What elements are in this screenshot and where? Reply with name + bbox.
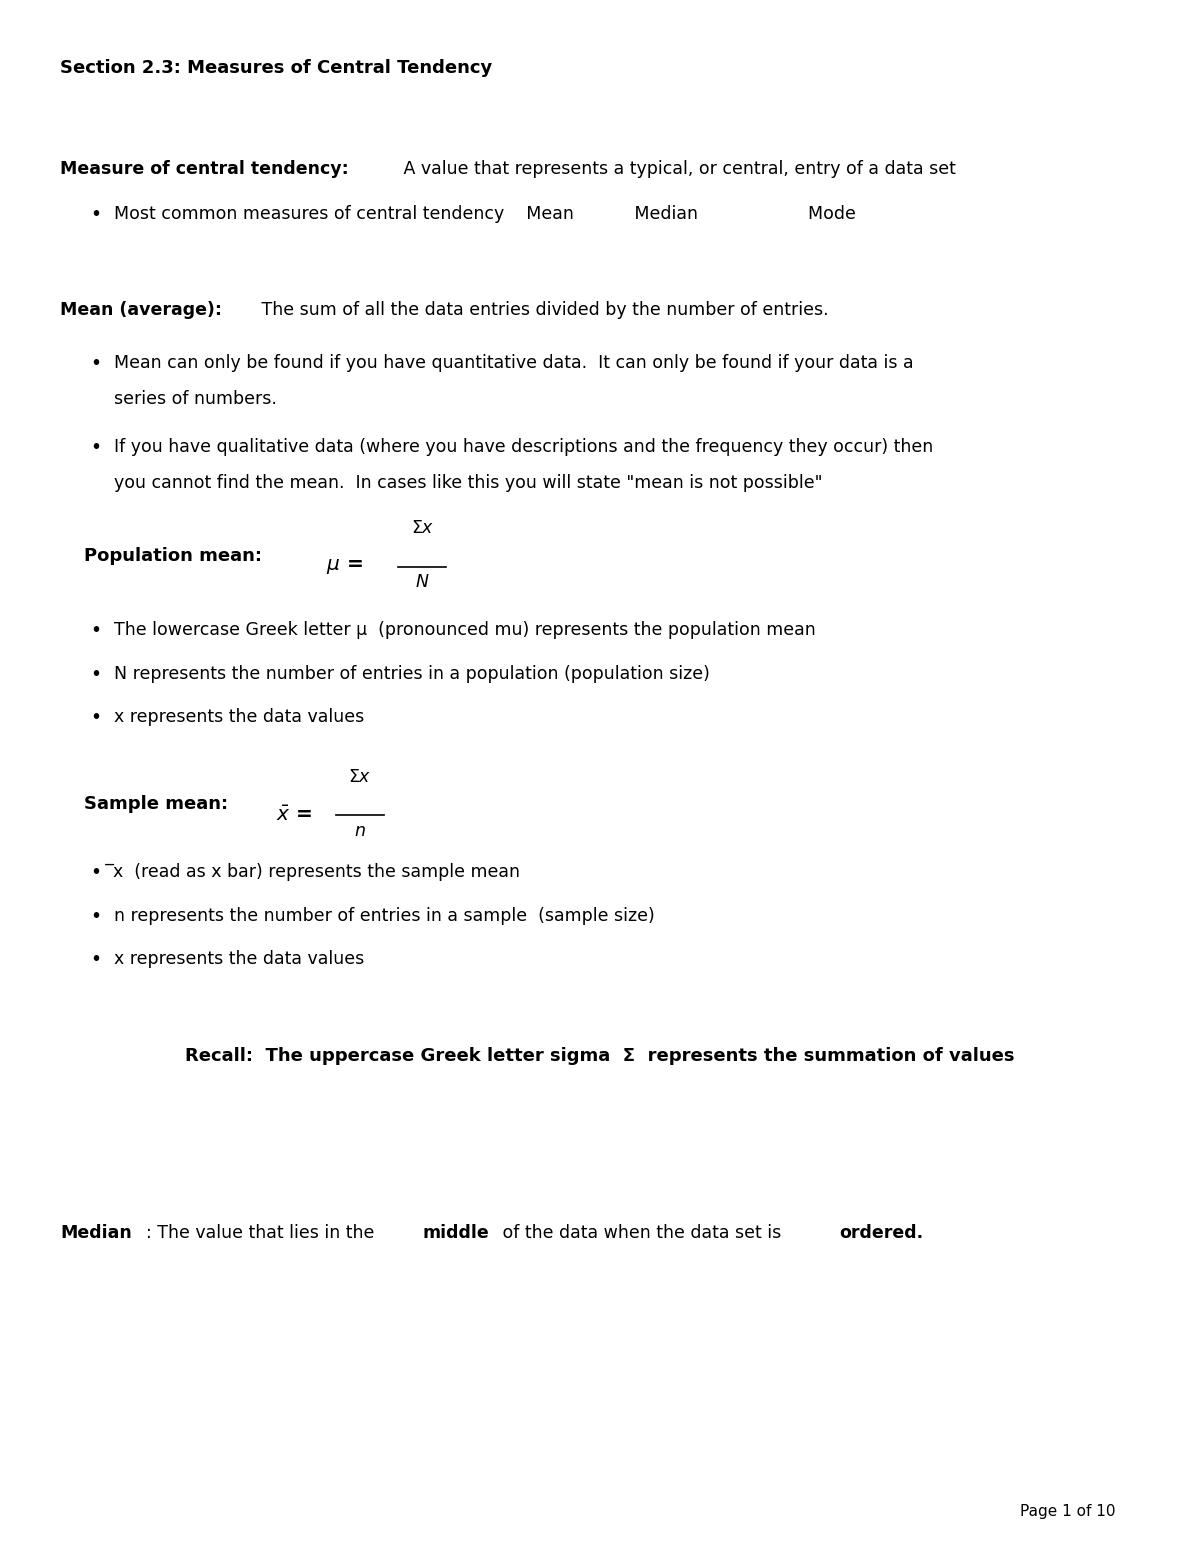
Text: •: • [90, 354, 101, 373]
Text: x represents the data values: x represents the data values [114, 708, 365, 727]
Text: •: • [90, 907, 101, 926]
Text: Page 1 of 10: Page 1 of 10 [1020, 1503, 1116, 1519]
Text: n represents the number of entries in a sample  (sample size): n represents the number of entries in a … [114, 907, 655, 926]
Text: •: • [90, 708, 101, 727]
Text: x represents the data values: x represents the data values [114, 950, 365, 969]
Text: Recall:  The uppercase Greek letter sigma  Σ  represents the summation of values: Recall: The uppercase Greek letter sigma… [185, 1047, 1015, 1065]
Text: middle: middle [422, 1224, 490, 1242]
Text: $n$: $n$ [354, 822, 366, 840]
Text: Mean (average):: Mean (average): [60, 301, 222, 320]
Text: Section 2.3: Measures of Central Tendency: Section 2.3: Measures of Central Tendenc… [60, 59, 492, 78]
Text: The lowercase Greek letter μ  (pronounced mu) represents the population mean: The lowercase Greek letter μ (pronounced… [114, 621, 816, 640]
Text: Sample mean:: Sample mean: [84, 795, 228, 814]
Text: $\bar{x}$ =: $\bar{x}$ = [276, 806, 314, 825]
Text: •: • [90, 863, 101, 882]
Text: Most common measures of central tendency    Mean           Median               : Most common measures of central tendency… [114, 205, 856, 224]
Text: $\Sigma x$: $\Sigma x$ [348, 767, 372, 786]
Text: you cannot find the mean.  In cases like this you will state "mean is not possib: you cannot find the mean. In cases like … [114, 474, 822, 492]
Text: $\mu$ =: $\mu$ = [326, 558, 365, 576]
Text: A value that represents a typical, or central, entry of a data set: A value that represents a typical, or ce… [398, 160, 956, 179]
Text: Mean can only be found if you have quantitative data.  It can only be found if y: Mean can only be found if you have quant… [114, 354, 913, 373]
Text: If you have qualitative data (where you have descriptions and the frequency they: If you have qualitative data (where you … [114, 438, 934, 457]
Text: $\Sigma x$: $\Sigma x$ [410, 519, 434, 537]
Text: : The value that lies in the: : The value that lies in the [146, 1224, 380, 1242]
Text: •: • [90, 950, 101, 969]
Text: N represents the number of entries in a population (population size): N represents the number of entries in a … [114, 665, 710, 683]
Text: The sum of all the data entries divided by the number of entries.: The sum of all the data entries divided … [256, 301, 828, 320]
Text: Median: Median [60, 1224, 132, 1242]
Text: $N$: $N$ [415, 573, 430, 592]
Text: ̅x  (read as x bar) represents the sample mean: ̅x (read as x bar) represents the sample… [114, 863, 521, 882]
Text: Measure of central tendency:: Measure of central tendency: [60, 160, 349, 179]
Text: •: • [90, 438, 101, 457]
Text: •: • [90, 665, 101, 683]
Text: •: • [90, 205, 101, 224]
Text: series of numbers.: series of numbers. [114, 390, 277, 408]
Text: of the data when the data set is: of the data when the data set is [497, 1224, 786, 1242]
Text: Population mean:: Population mean: [84, 547, 262, 565]
Text: ordered.: ordered. [839, 1224, 923, 1242]
Text: •: • [90, 621, 101, 640]
